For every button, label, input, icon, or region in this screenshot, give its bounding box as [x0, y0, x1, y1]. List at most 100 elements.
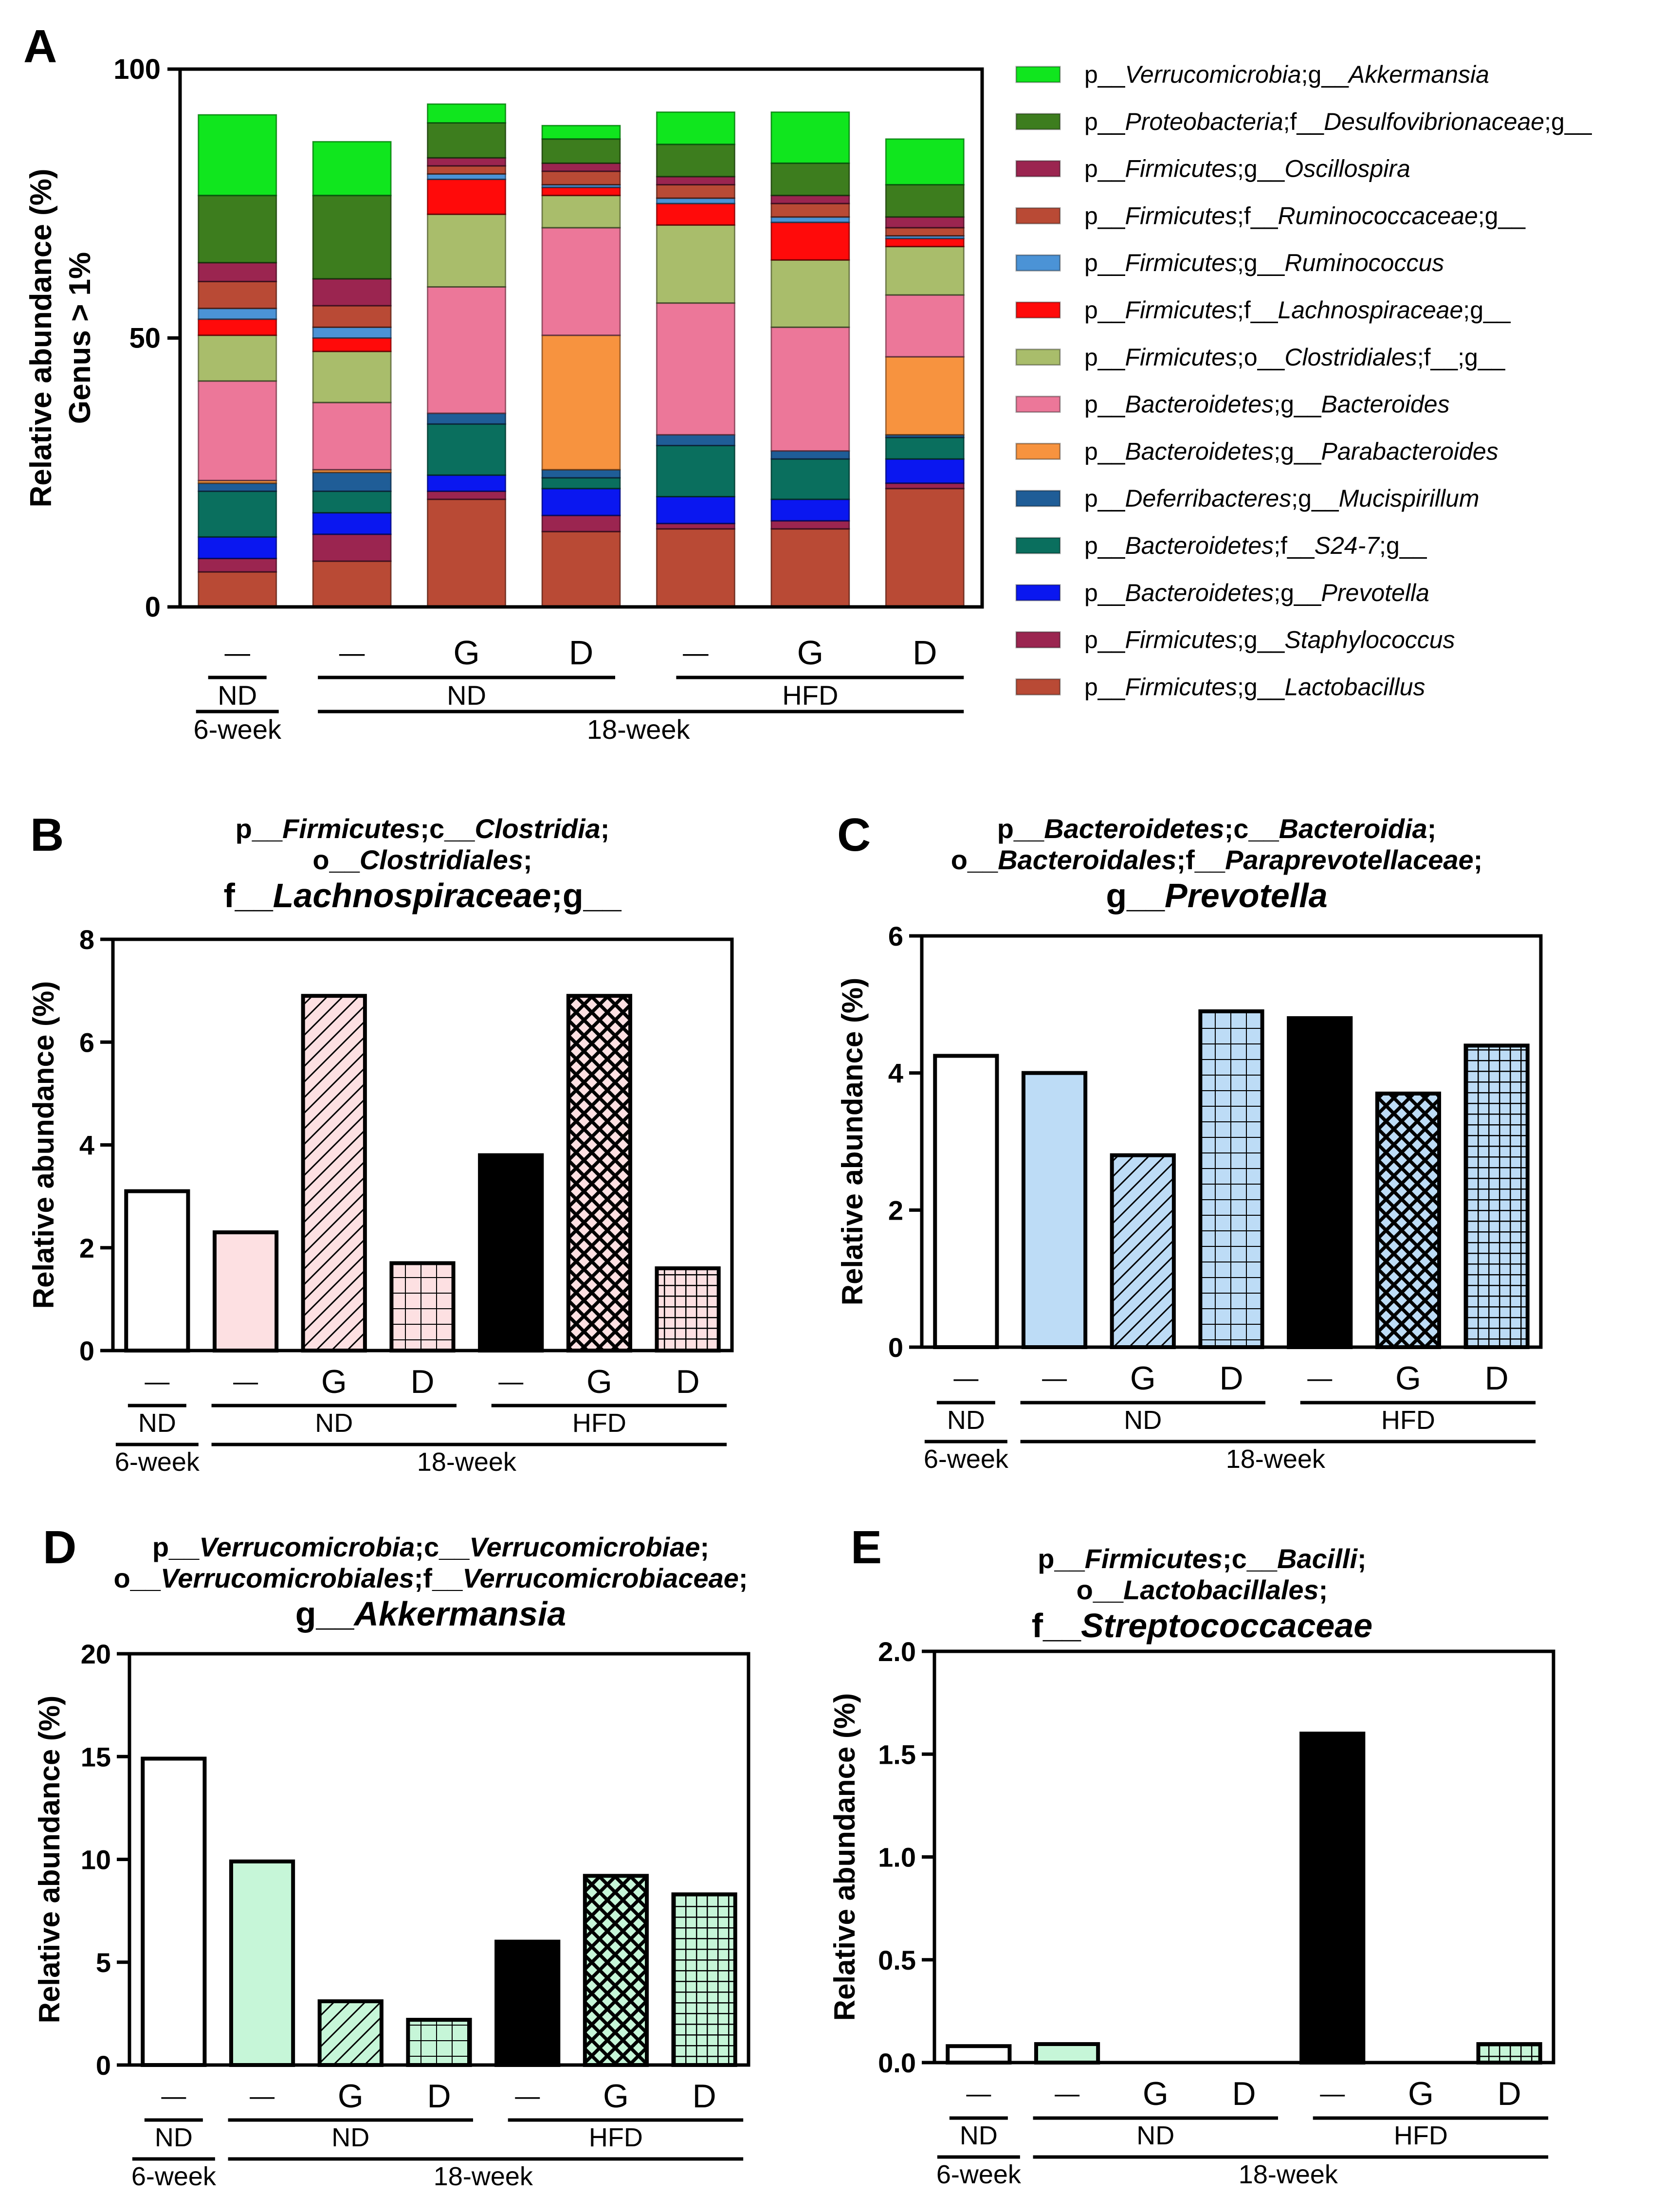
- stack-segment-outline: [427, 412, 507, 425]
- time-label-18week: 18-week: [417, 1447, 517, 1477]
- stack-segment: [541, 227, 621, 336]
- stack-segment-outline: [541, 138, 621, 164]
- legend-entry: p__Firmicutes;f__Lachnospiraceae;g__: [1084, 296, 1511, 324]
- y-tick-label: 2: [888, 1195, 903, 1225]
- stack-segment: [541, 334, 621, 471]
- legend-entry: p__Verrucomicrobia;g__Akkermansia: [1084, 61, 1489, 88]
- stack-segment: [312, 305, 392, 328]
- stack-segment-outline: [198, 536, 277, 560]
- legend-swatch: [1015, 160, 1061, 178]
- legend-swatch: [1015, 348, 1061, 366]
- stack-segment: [541, 138, 621, 164]
- stack-segment-outline: [312, 350, 392, 403]
- stack-segment-outline: [656, 495, 735, 525]
- panel-label-a: A: [23, 20, 57, 73]
- x-tick-label: —: [953, 1364, 978, 1392]
- legend-swatch: [1015, 66, 1061, 83]
- stack-segment-outline: [885, 235, 965, 239]
- y-axis-label: Relative abundance (%): [836, 978, 869, 1306]
- stack-segment: [541, 515, 621, 532]
- bar: [933, 1054, 999, 1349]
- time-label-18week: 18-week: [587, 714, 691, 745]
- stack-segment: [770, 216, 850, 223]
- legend-entry: p__Firmicutes;g__Ruminococcus: [1084, 249, 1444, 276]
- stack-segment-outline: [312, 305, 392, 328]
- stack-segment: [198, 318, 277, 336]
- stack-segment-outline: [427, 165, 507, 175]
- x-tick-label: —: [250, 2082, 274, 2110]
- panel-label-e: E: [851, 1521, 882, 1573]
- legend-entry: p__Firmicutes;g__Oscillospira: [1084, 155, 1410, 183]
- stack-segment: [656, 176, 735, 185]
- stack-segment: [770, 111, 850, 164]
- stack-segment-outline: [541, 514, 621, 532]
- stack-segment-outline: [541, 477, 621, 490]
- stack-segment-outline: [656, 184, 735, 199]
- stack-segment-outline: [656, 176, 735, 186]
- stack-segment-outline: [312, 326, 392, 339]
- bar: [1299, 1732, 1366, 2065]
- time-label-6week: 6-week: [924, 1444, 1009, 1474]
- x-tick-label: —: [498, 1368, 523, 1395]
- bar: [655, 1266, 721, 1353]
- legend-entry: p__Proteobacteria;f__Desulfovibrionaceae…: [1084, 108, 1592, 135]
- stack-segment: [427, 165, 506, 175]
- stack-segment: [541, 187, 621, 196]
- x-tick-label: —: [145, 1368, 169, 1395]
- stack-segment: [770, 327, 850, 452]
- group-label-hfd: HFD: [572, 1408, 626, 1438]
- y-tick-label: 100: [113, 54, 161, 85]
- stack-segment: [198, 536, 277, 559]
- stack-segment: [770, 458, 850, 500]
- stack-segment-outline: [885, 138, 965, 186]
- legend-swatch: [1015, 537, 1061, 554]
- y-tick-label: 6: [888, 921, 903, 951]
- stack-segment: [198, 281, 277, 309]
- stack-segment: [198, 334, 277, 382]
- bar: [583, 1874, 649, 2067]
- group-label-nd-6week: ND: [138, 1408, 176, 1438]
- stack-segment-outline: [656, 144, 735, 178]
- stack-segment-outline: [656, 202, 735, 226]
- legend-swatch: [1015, 490, 1061, 507]
- x-tick-label: G: [1395, 1360, 1421, 1397]
- bar: [212, 1230, 279, 1353]
- plot-frame: [932, 1649, 1555, 2065]
- stack-segment-outline: [656, 224, 735, 304]
- legend-entry: p__Firmicutes;g__Staphylococcus: [1084, 626, 1455, 654]
- stack-segment-outline: [427, 423, 507, 476]
- stack-segment: [770, 195, 850, 204]
- stack-segment: [770, 203, 850, 218]
- stack-segment: [312, 327, 392, 339]
- stack-segment-outline: [885, 246, 965, 296]
- chart-title-line: o__Bacteroidales;f__Paraprevotellaceae;: [951, 844, 1483, 875]
- panel-a-stacked-chart: 0 50 100 Relative abundance (%) Genus > 1% — —…: [24, 54, 984, 745]
- stack-segment: [770, 520, 850, 530]
- stack-segment: [541, 477, 621, 489]
- stack-segment-outline: [427, 173, 507, 181]
- plot-frame: [920, 934, 1543, 1349]
- stack-segment-outline: [770, 259, 850, 328]
- stack-segment: [656, 496, 735, 524]
- stack-segment-outline: [885, 356, 965, 436]
- chart-title-line: g__Akkermansia: [295, 1595, 566, 1633]
- stack-segment-outline: [656, 302, 735, 436]
- stack-segment: [541, 170, 621, 185]
- bar: [1476, 2042, 1542, 2065]
- stack-segment: [885, 227, 965, 237]
- x-tick-label: —: [1055, 2080, 1079, 2107]
- x-tick-label: D: [676, 1363, 700, 1400]
- stack-segment-outline: [770, 162, 850, 197]
- y-axis-label: Relative abundance (%): [27, 981, 60, 1309]
- y-tick-label: 0: [96, 2050, 111, 2081]
- stack-segment: [312, 402, 392, 471]
- y-axis-label-group: Relative abundance (%): [836, 978, 869, 1306]
- stack-segment: [656, 184, 735, 199]
- legend-entry: p__Firmicutes;f__Ruminococcaceae;g__: [1084, 202, 1526, 229]
- stack-segment-outline: [198, 318, 277, 336]
- legend-swatch: [1015, 301, 1061, 319]
- stack-segment: [198, 308, 277, 320]
- stack-segment: [885, 138, 965, 185]
- stack-segment: [427, 475, 506, 492]
- group-label-nd-18week: ND: [447, 680, 486, 711]
